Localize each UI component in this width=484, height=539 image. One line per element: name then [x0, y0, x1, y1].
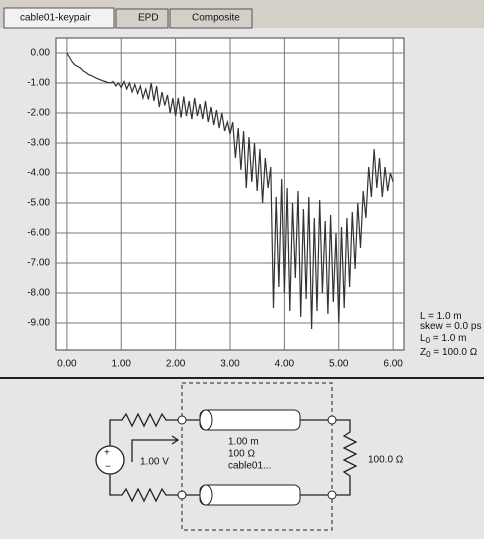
x-tick-label: 2.00 — [166, 359, 186, 370]
tab-label[interactable]: Composite — [192, 13, 240, 24]
cable-end — [199, 484, 213, 506]
y-tick-label: -3.00 — [27, 138, 50, 149]
cable-label: cable01... — [228, 461, 271, 472]
y-tick-label: -5.00 — [27, 198, 50, 209]
x-tick-label: 0.00 — [57, 359, 77, 370]
source-label: 1.00 V — [140, 457, 169, 468]
param: L = 1.0 m — [420, 311, 462, 322]
cable — [199, 409, 301, 431]
y-tick-label: -9.00 — [27, 318, 50, 329]
param: Z0 = 100.0 Ω — [420, 347, 478, 361]
y-tick-label: -1.00 — [27, 78, 50, 89]
cable-end — [199, 409, 213, 431]
y-tick-label: -6.00 — [27, 228, 50, 239]
x-tick-label: 5.00 — [329, 359, 349, 370]
y-tick-label: 0.00 — [31, 48, 51, 59]
load-resistor — [336, 419, 358, 496]
wire — [186, 419, 328, 496]
node — [177, 415, 187, 425]
node — [177, 490, 187, 500]
data-line — [66, 52, 394, 330]
x-tick-label: 1.00 — [112, 359, 132, 370]
y-tick-label: -8.00 — [27, 288, 50, 299]
tab[interactable] — [3, 7, 115, 29]
x-tick-label: 4.00 — [275, 359, 295, 370]
x-tick-label: 6.00 — [383, 359, 403, 370]
param: L0 = 1.0 m — [420, 333, 466, 347]
cable-box — [181, 382, 333, 531]
arrow — [131, 435, 180, 462]
y-tick-label: -2.00 — [27, 108, 50, 119]
y-tick-label: -7.00 — [27, 258, 50, 269]
tab[interactable] — [115, 8, 169, 29]
cable — [199, 484, 301, 506]
tab[interactable] — [169, 8, 253, 29]
minus: − — [105, 462, 111, 473]
circuit: + − 1.00 V 1.00 m 100 Ω cable01... 100.0… — [95, 382, 404, 531]
plus: + — [104, 448, 110, 459]
wire — [109, 412, 178, 446]
param: skew = 0.0 ps — [420, 321, 481, 332]
y-tick-label: -4.00 — [27, 168, 50, 179]
tab-label[interactable]: EPD — [138, 13, 159, 24]
node — [327, 415, 337, 425]
x-tick-label: 3.00 — [220, 359, 240, 370]
parameters: L = 1.0 m skew = 0.0 ps L0 = 1.0 m Z0 = … — [420, 311, 481, 361]
impedance-label: 100 Ω — [228, 449, 255, 460]
tab-label[interactable]: cable01-keypair — [20, 13, 91, 24]
load-label: 100.0 Ω — [368, 455, 404, 466]
wire — [109, 474, 178, 503]
node — [327, 490, 337, 500]
length-label: 1.00 m — [228, 437, 259, 448]
